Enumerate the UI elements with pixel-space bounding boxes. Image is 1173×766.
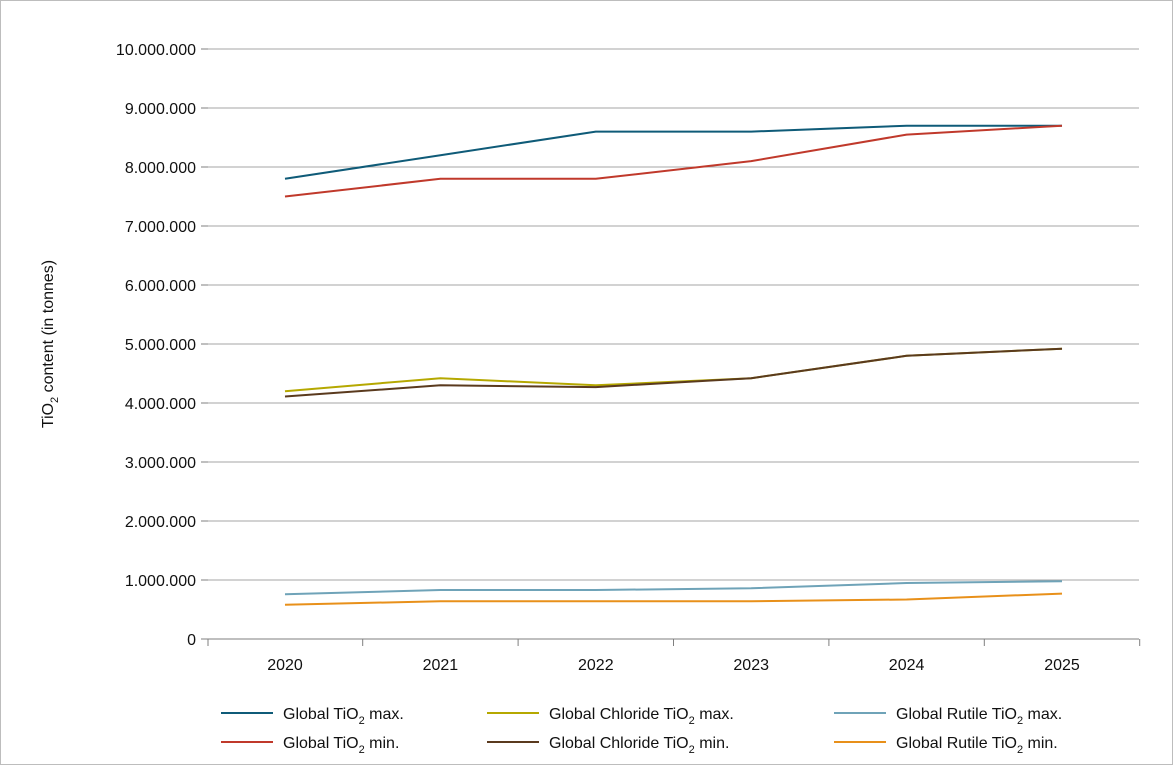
legend-label: Global Rutile TiO2 max. — [896, 706, 1062, 727]
legend-item-rutile-max: Global Rutile TiO2 max. — [834, 706, 1062, 727]
legend-item-chloride-min: Global Chloride TiO2 min. — [487, 735, 729, 756]
y-tick-label: 1.000.000 — [125, 573, 196, 590]
legend-label: Global TiO2 max. — [283, 706, 404, 727]
y-tick-label: 2.000.000 — [125, 514, 196, 531]
y-tick-label: 3.000.000 — [125, 455, 196, 472]
y-tick-label: 8.000.000 — [125, 160, 196, 177]
legend-label: Global Rutile TiO2 min. — [896, 735, 1058, 756]
legend: Global TiO2 max. Global Chloride TiO2 max… — [221, 706, 1062, 756]
legend-label: Global Chloride TiO2 min. — [549, 735, 729, 756]
y-axis-label: TiO2 content (in tonnes) — [40, 260, 61, 428]
y-tick-label: 6.000.000 — [125, 278, 196, 295]
x-tick-label: 2021 — [423, 657, 459, 674]
y-tick-label: 10.000.000 — [116, 42, 196, 59]
legend-label: Global Chloride TiO2 max. — [549, 706, 734, 727]
series-line-rutile-max — [285, 581, 1062, 594]
x-tick-label: 2023 — [733, 657, 769, 674]
legend-item-global-min: Global TiO2 min. — [221, 735, 399, 756]
y-axis-ticks: 0 1.000.000 2.000.000 3.000.000 4.000.000 5.0… — [116, 42, 208, 649]
x-tick-label: 2022 — [578, 657, 614, 674]
legend-item-chloride-max: Global Chloride TiO2 max. — [487, 706, 734, 727]
y-tick-label: 9.000.000 — [125, 101, 196, 118]
legend-item-rutile-min: Global Rutile TiO2 min. — [834, 735, 1058, 756]
x-axis-ticks: 2020 2021 2022 2023 2024 2025 — [208, 639, 1140, 674]
x-tick-label: 2020 — [267, 657, 303, 674]
x-tick-label: 2024 — [889, 657, 925, 674]
series-line-chloride-min — [285, 349, 1062, 397]
y-tick-label: 5.000.000 — [125, 337, 196, 354]
legend-item-global-max: Global TiO2 max. — [221, 706, 404, 727]
y-tick-label: 4.000.000 — [125, 396, 196, 413]
legend-label: Global TiO2 min. — [283, 735, 399, 756]
x-tick-label: 2025 — [1044, 657, 1080, 674]
y-tick-label: 0 — [187, 632, 196, 649]
series-line-rutile-min — [285, 594, 1062, 605]
series-line-chloride-max — [285, 349, 1062, 392]
series-lines — [285, 126, 1062, 605]
y-tick-label: 7.000.000 — [125, 219, 196, 236]
